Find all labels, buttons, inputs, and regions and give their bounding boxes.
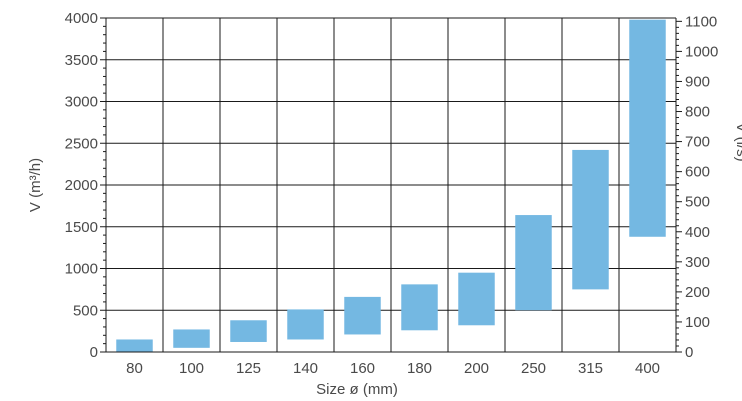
bar-140 (287, 309, 324, 340)
y-tick-label-right: 900 (685, 73, 710, 90)
y-tick-label-right: 800 (685, 104, 710, 121)
y-tick-label-left: 4000 (65, 10, 98, 27)
y-tick-label-right: 300 (685, 254, 710, 271)
y-tick-label-right: 1100 (685, 13, 717, 30)
y-tick-label-left: 2500 (65, 135, 98, 152)
x-tick-label: 160 (350, 360, 375, 377)
y-tick-label-right: 400 (685, 224, 710, 241)
y-tick-label-left: 3000 (65, 94, 98, 111)
bars (116, 19, 666, 352)
x-tick-label: 80 (126, 360, 143, 377)
bar-400 (629, 19, 666, 237)
y-tick-label-left: 0 (90, 344, 98, 361)
y-tick-label-right: 1000 (685, 43, 718, 60)
tick-labels: 0 500 1000 1500 2000 2500 3000 3500 4000 0 100 200 3… (65, 10, 719, 377)
bar-200 (458, 272, 495, 326)
y-tick-label-left: 500 (73, 302, 98, 319)
bar-315 (572, 149, 609, 290)
x-tick-label: 250 (521, 360, 546, 377)
y-tick-label-left: 1500 (65, 219, 98, 236)
bar-100 (173, 329, 210, 348)
x-tick-label: 180 (407, 360, 432, 377)
y-tick-label-left: 3500 (65, 52, 98, 69)
grid (106, 17, 676, 353)
y-tick-label-right: 200 (685, 284, 710, 301)
bar-250 (515, 215, 552, 311)
bar-80 (116, 339, 153, 352)
y-tick-label-right: 100 (685, 314, 710, 331)
bar-180 (401, 284, 438, 331)
x-tick-label: 125 (236, 360, 261, 377)
y-tick-label-right: 500 (685, 194, 710, 211)
y-axis-title-left: V (m³/h) (27, 158, 44, 212)
y-tick-label-right: 0 (685, 344, 693, 361)
x-tick-label: 315 (578, 360, 603, 377)
x-axis-title: Size ø (mm) (316, 381, 398, 398)
y-tick-label-left: 1000 (65, 261, 98, 278)
y-tick-label-left: 2000 (65, 177, 98, 194)
x-tick-label: 400 (635, 360, 660, 377)
axes (100, 17, 682, 353)
y-axis-title-right: V (l/s) (733, 122, 742, 161)
bar-160 (344, 296, 381, 335)
x-tick-label: 200 (464, 360, 489, 377)
bar-125 (230, 320, 267, 342)
y-tick-label-right: 700 (685, 134, 710, 151)
x-tick-label: 140 (293, 360, 318, 377)
x-tick-label: 100 (179, 360, 204, 377)
y-tick-label-right: 600 (685, 164, 710, 181)
